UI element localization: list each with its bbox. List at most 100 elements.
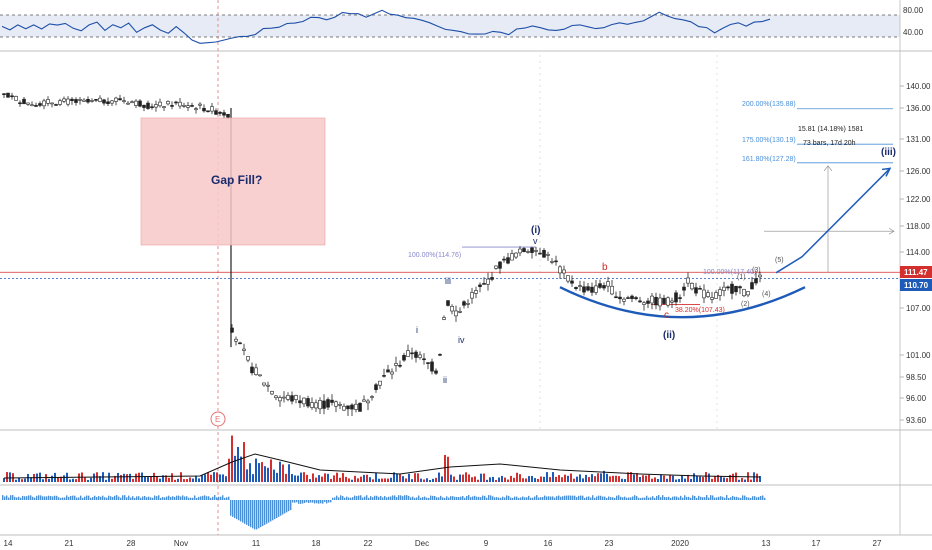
volume-bar bbox=[498, 477, 500, 482]
candle-body bbox=[486, 278, 490, 285]
candle-body bbox=[6, 92, 10, 98]
wave-label-iv: iv bbox=[458, 335, 465, 345]
oscillator-bar bbox=[306, 500, 308, 503]
wave-label-iii: iii bbox=[445, 276, 451, 286]
oscillator-bar bbox=[642, 497, 644, 500]
oscillator-bar bbox=[666, 497, 668, 500]
price-tick-label: 98.50 bbox=[906, 373, 927, 382]
volume-bar bbox=[57, 477, 59, 482]
oscillator-bar bbox=[94, 495, 96, 500]
candle-body bbox=[182, 105, 186, 107]
earnings-marker[interactable] bbox=[210, 411, 226, 427]
candle-body bbox=[222, 112, 226, 116]
oscillator-bar bbox=[654, 497, 656, 500]
oscillator-bar bbox=[724, 497, 726, 500]
measure-arrowhead bbox=[823, 165, 833, 172]
oscillator-bar bbox=[738, 497, 740, 500]
oscillator-bar bbox=[136, 496, 138, 500]
volume-bar bbox=[390, 477, 392, 482]
volume-bar bbox=[111, 478, 113, 482]
candle-body bbox=[498, 261, 502, 269]
oscillator-bar bbox=[420, 497, 422, 500]
oscillator-bar bbox=[278, 500, 280, 517]
oscillator-bar bbox=[288, 500, 290, 512]
oscillator-bar bbox=[664, 497, 666, 500]
candle-body bbox=[758, 274, 762, 278]
candle-body bbox=[14, 96, 18, 101]
oscillator-bar bbox=[74, 495, 76, 500]
oscillator-bar bbox=[508, 495, 510, 500]
volume-bar bbox=[543, 476, 545, 482]
oscillator-bar bbox=[386, 497, 388, 500]
oscillator-bar bbox=[254, 500, 256, 530]
candle-body bbox=[242, 348, 246, 351]
oscillator-bar bbox=[224, 497, 226, 500]
oscillator-bar bbox=[280, 500, 282, 516]
oscillator-bar bbox=[116, 495, 118, 500]
oscillator-bar bbox=[640, 497, 642, 500]
oscillator-bar bbox=[570, 495, 572, 500]
candle-body bbox=[558, 266, 562, 274]
oscillator-bar bbox=[728, 497, 730, 500]
oscillator-bar bbox=[240, 500, 242, 522]
candle-body bbox=[358, 402, 362, 412]
candle-body bbox=[26, 102, 30, 105]
candle-body bbox=[622, 298, 626, 302]
volume-bar bbox=[540, 476, 542, 482]
volume-bar bbox=[675, 479, 677, 482]
candle-body bbox=[578, 285, 582, 287]
oscillator-bar bbox=[62, 497, 64, 500]
volume-bar bbox=[567, 475, 569, 482]
oscillator-bar bbox=[614, 497, 616, 500]
candle-body bbox=[614, 296, 618, 299]
volume-bar bbox=[462, 474, 464, 482]
oscillator-bar bbox=[626, 497, 628, 500]
oscillator-bar bbox=[646, 495, 648, 500]
oscillator-bar bbox=[172, 496, 174, 500]
oscillator-bar bbox=[552, 496, 554, 500]
volume-bar bbox=[726, 478, 728, 482]
volume-bar bbox=[318, 475, 320, 482]
oscillator-bar bbox=[628, 497, 630, 500]
oscillator-bar bbox=[126, 497, 128, 500]
oscillator-bar bbox=[608, 496, 610, 500]
volume-bar bbox=[507, 479, 509, 482]
oscillator-bar bbox=[152, 497, 154, 500]
oscillator-bar bbox=[76, 497, 78, 500]
oscillator-bar bbox=[562, 496, 564, 500]
oscillator-bar bbox=[536, 495, 538, 500]
oscillator-bar bbox=[324, 500, 326, 503]
oscillator-bar bbox=[506, 495, 508, 500]
candle-body bbox=[94, 99, 98, 101]
oscillator-bar bbox=[514, 496, 516, 500]
oscillator-bar bbox=[600, 495, 602, 500]
volume-bar bbox=[417, 473, 419, 482]
candle-body bbox=[750, 282, 754, 290]
oscillator-bar bbox=[24, 496, 26, 500]
volume-bar bbox=[681, 475, 683, 482]
volume-bar bbox=[30, 477, 32, 482]
oscillator-bar bbox=[460, 496, 462, 500]
oscillator-bar bbox=[674, 496, 676, 500]
oscillator-bar bbox=[682, 497, 684, 500]
candle-body bbox=[502, 258, 506, 261]
oscillator-bar bbox=[744, 495, 746, 500]
candle-body bbox=[154, 104, 158, 108]
oscillator-bar bbox=[376, 495, 378, 500]
oscillator-bar bbox=[702, 497, 704, 500]
oscillator-bar bbox=[286, 500, 288, 513]
oscillator-bar bbox=[594, 497, 596, 500]
oscillator-bar bbox=[268, 500, 270, 523]
oscillator-bar bbox=[468, 495, 470, 500]
candle-body bbox=[734, 285, 738, 293]
volume-bar bbox=[672, 475, 674, 482]
candle-body bbox=[730, 283, 734, 294]
oscillator-bar bbox=[624, 496, 626, 500]
oscillator-bar bbox=[10, 495, 12, 500]
volume-bar bbox=[513, 477, 515, 482]
oscillator-bar bbox=[60, 497, 62, 500]
candle-body bbox=[610, 285, 614, 295]
oscillator-bar bbox=[360, 495, 362, 500]
candle-body bbox=[106, 101, 110, 104]
volume-bar bbox=[549, 477, 551, 482]
